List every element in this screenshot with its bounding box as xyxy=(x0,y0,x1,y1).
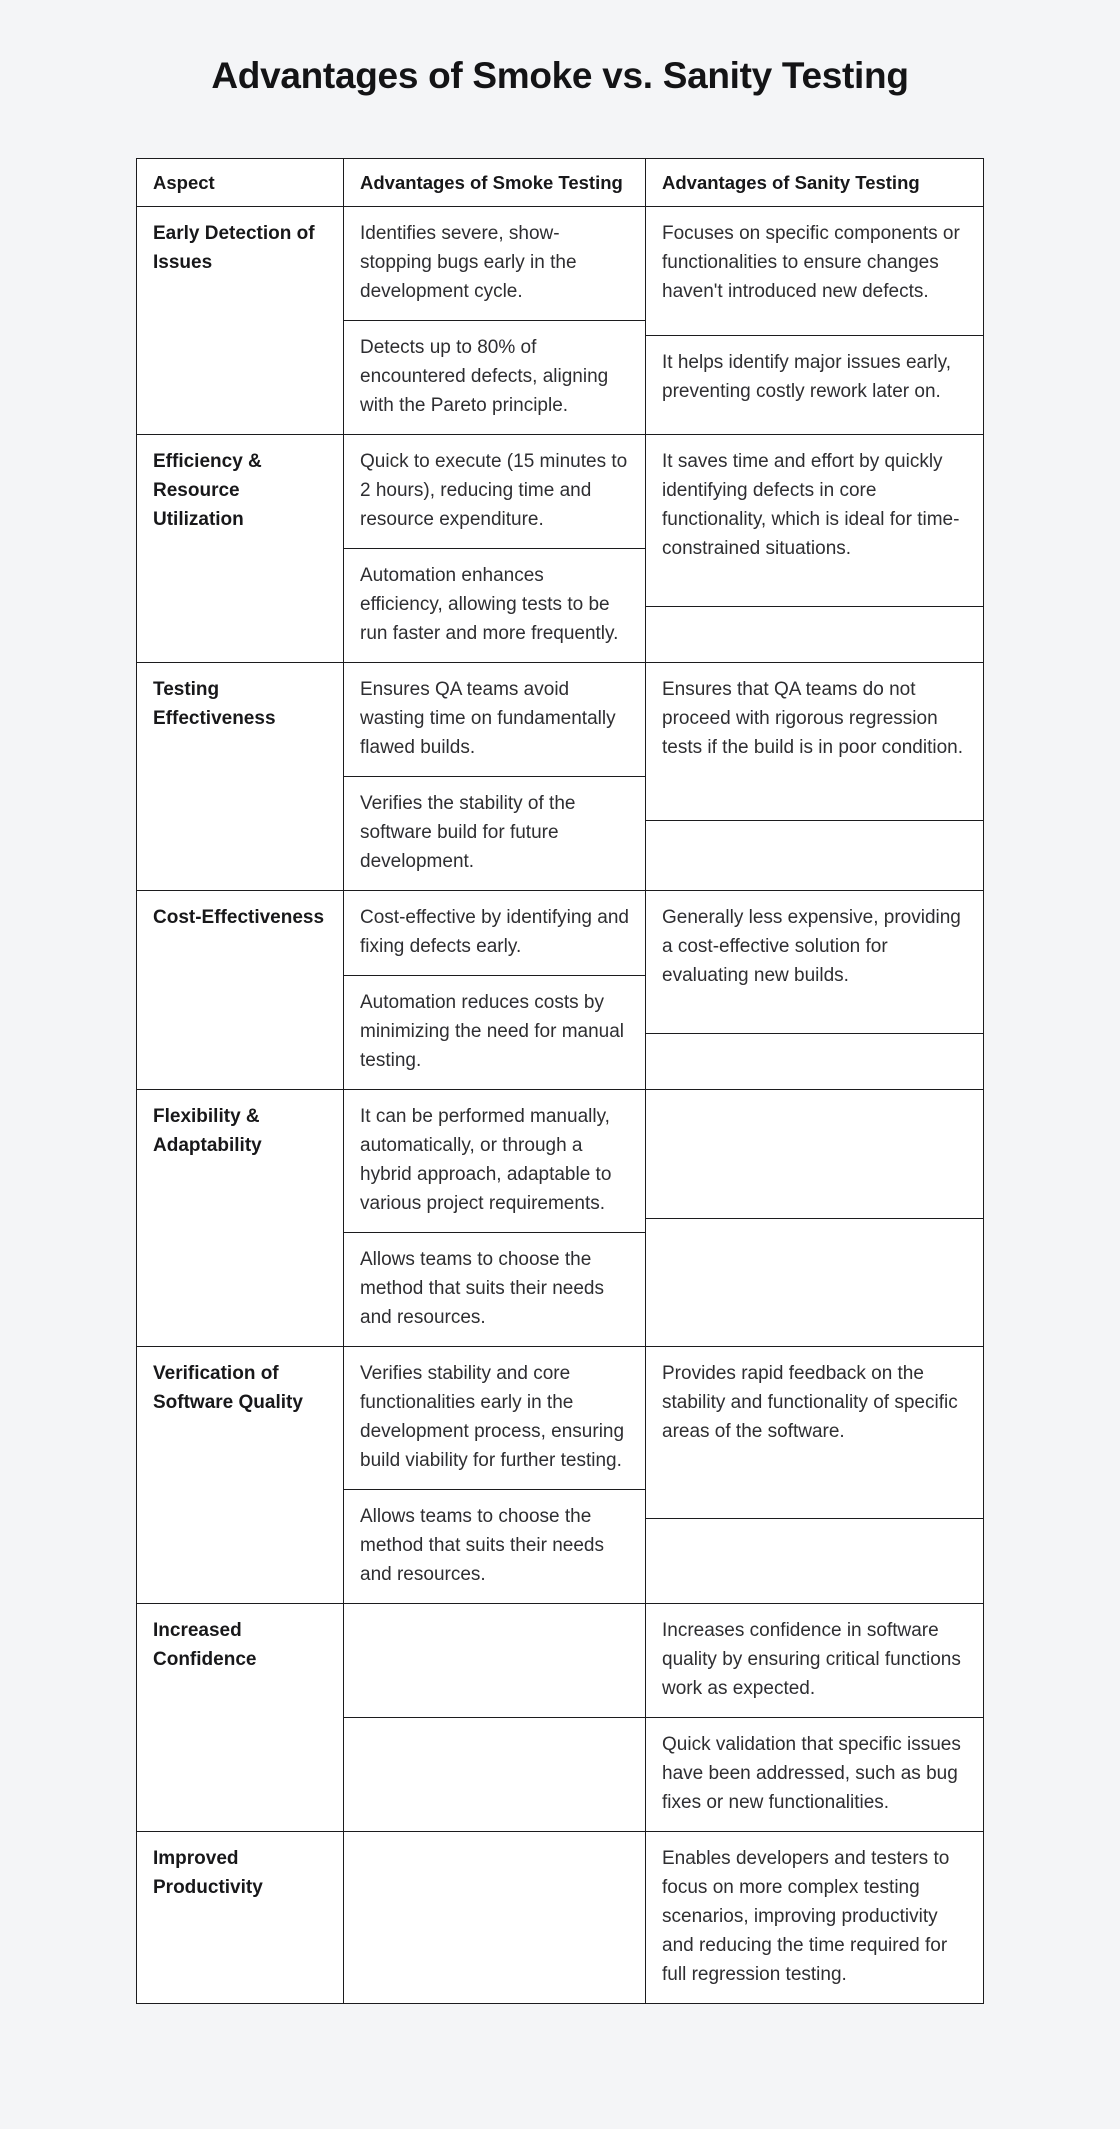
aspect-cell: Improved Productivity xyxy=(153,1848,263,1898)
table-body: Early Detection of Issues Identifies seve… xyxy=(137,206,983,2003)
smoke-cell: Ensures QA teams avoid wasting time on f… xyxy=(360,679,616,758)
smoke-column: Ensures QA teams avoid wasting time on f… xyxy=(343,663,645,890)
sanity-cell xyxy=(646,1518,983,1603)
smoke-cell: Identifies severe, show-stopping bugs ea… xyxy=(360,223,577,302)
smoke-column xyxy=(343,1604,645,1831)
sanity-column: It saves time and effort by quickly iden… xyxy=(645,435,983,662)
sanity-column: Focuses on specific components or functi… xyxy=(645,207,983,434)
aspect-cell: Verification of Software Quality xyxy=(153,1363,303,1413)
table-row: Cost-Effectiveness Cost-effective by iden… xyxy=(137,890,983,1089)
table-row: Efficiency & Resource Utilization Quick t… xyxy=(137,434,983,662)
sanity-cell: It helps identify major issues early, pr… xyxy=(646,334,983,435)
comparison-table: Aspect Advantages of Smoke Testing Advan… xyxy=(136,158,984,2004)
smoke-column: It can be performed manually, automatica… xyxy=(343,1090,645,1346)
table-row: Early Detection of Issues Identifies seve… xyxy=(137,206,983,434)
smoke-cell: Automation enhances efficiency, allowing… xyxy=(344,548,645,662)
header-aspect: Aspect xyxy=(153,172,215,193)
header-smoke-column: Advantages of Smoke Testing xyxy=(343,159,645,206)
sanity-cell xyxy=(646,1217,983,1347)
header-smoke: Advantages of Smoke Testing xyxy=(360,172,623,193)
sanity-cell: It saves time and effort by quickly iden… xyxy=(662,451,960,559)
table-row: Verification of Software Quality Verifies… xyxy=(137,1346,983,1603)
sanity-column: Increases confidence in software quality… xyxy=(645,1604,983,1831)
sanity-cell: Enables developers and testers to focus … xyxy=(662,1848,950,1985)
page-title: Advantages of Smoke vs. Sanity Testing xyxy=(211,55,909,96)
sanity-cell xyxy=(646,606,983,662)
smoke-cell: Quick to execute (15 minutes to 2 hours)… xyxy=(360,451,628,530)
smoke-column: Quick to execute (15 minutes to 2 hours)… xyxy=(343,435,645,662)
smoke-cell: Cost-effective by identifying and fixing… xyxy=(360,907,629,957)
header-sanity-column: Advantages of Sanity Testing xyxy=(645,159,983,206)
sanity-column: Generally less expensive, providing a co… xyxy=(645,891,983,1089)
sanity-column: Provides rapid feedback on the stability… xyxy=(645,1347,983,1603)
aspect-cell: Flexibility & Adaptability xyxy=(153,1106,262,1156)
smoke-cell: It can be performed manually, automatica… xyxy=(360,1106,612,1214)
sanity-cell: Provides rapid feedback on the stability… xyxy=(662,1363,958,1442)
smoke-cell: Verifies stability and core functionalit… xyxy=(360,1363,625,1471)
smoke-column: Cost-effective by identifying and fixing… xyxy=(343,891,645,1089)
sanity-cell xyxy=(646,1090,983,1218)
aspect-cell: Cost-Effectiveness xyxy=(153,907,325,928)
table-row: Improved Productivity Enables developers … xyxy=(137,1831,983,2003)
sanity-cell: Ensures that QA teams do not proceed wit… xyxy=(662,679,964,758)
table-row: Increased Confidence Increases confidence… xyxy=(137,1603,983,1831)
smoke-cell: Automation reduces costs by minimizing t… xyxy=(344,975,645,1089)
smoke-cell: Allows teams to choose the method that s… xyxy=(344,1232,645,1346)
smoke-cell: Detects up to 80% of encountered defects… xyxy=(344,320,645,434)
sanity-column: Enables developers and testers to focus … xyxy=(645,1832,983,2003)
sanity-cell: Increases confidence in software quality… xyxy=(662,1620,961,1699)
smoke-cell xyxy=(344,1604,645,1717)
smoke-cell: Allows teams to choose the method that s… xyxy=(344,1489,645,1603)
sanity-cell: Focuses on specific components or functi… xyxy=(662,223,960,302)
smoke-column: Identifies severe, show-stopping bugs ea… xyxy=(343,207,645,434)
table-header-row: Aspect Advantages of Smoke Testing Advan… xyxy=(137,159,983,206)
aspect-cell: Early Detection of Issues xyxy=(153,223,315,273)
sanity-cell xyxy=(646,819,983,891)
sanity-column: Ensures that QA teams do not proceed wit… xyxy=(645,663,983,890)
aspect-cell: Testing Effectiveness xyxy=(153,679,276,729)
aspect-cell: Efficiency & Resource Utilization xyxy=(153,451,262,530)
table-row: Flexibility & Adaptability It can be perf… xyxy=(137,1089,983,1346)
header-sanity: Advantages of Sanity Testing xyxy=(662,172,920,193)
smoke-cell: Verifies the stability of the software b… xyxy=(344,776,645,890)
smoke-cell xyxy=(344,1717,645,1831)
sanity-column xyxy=(645,1090,983,1346)
aspect-cell: Increased Confidence xyxy=(153,1620,257,1670)
smoke-cell xyxy=(344,1832,645,2003)
table-row: Testing Effectiveness Ensures QA teams av… xyxy=(137,662,983,890)
sanity-cell xyxy=(646,1033,983,1089)
sanity-cell: Quick validation that specific issues ha… xyxy=(646,1717,983,1831)
smoke-column: Verifies stability and core functionalit… xyxy=(343,1347,645,1603)
smoke-column xyxy=(343,1832,645,2003)
sanity-cell: Generally less expensive, providing a co… xyxy=(662,907,961,986)
